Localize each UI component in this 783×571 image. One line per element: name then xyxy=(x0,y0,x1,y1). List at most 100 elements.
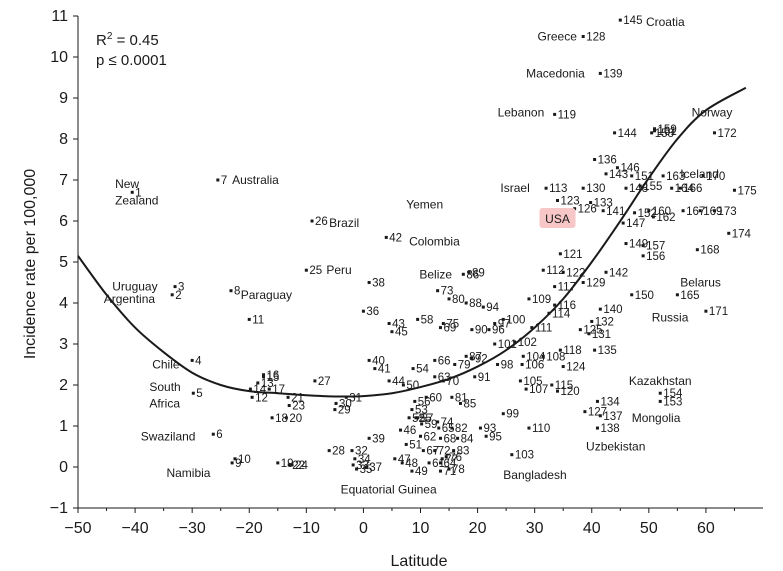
data-point xyxy=(441,379,445,383)
point-id-label: 128 xyxy=(586,32,605,44)
point-id-label: 112 xyxy=(546,265,564,277)
point-id-label: 53 xyxy=(415,405,428,417)
data-point xyxy=(351,463,355,467)
x-tick-label: 60 xyxy=(697,520,715,537)
point-id-label: 28 xyxy=(332,446,345,458)
point-id-label: 9 xyxy=(235,458,241,470)
point-id-label: 91 xyxy=(478,372,491,384)
data-point xyxy=(630,293,634,297)
country-label: New xyxy=(115,177,139,191)
x-tick-label: 0 xyxy=(359,520,368,537)
point-id-label: 38 xyxy=(372,278,385,290)
point-id-label: 45 xyxy=(395,327,408,339)
point-id-label: 18 xyxy=(275,413,288,425)
data-point xyxy=(593,158,597,161)
country-label: Lebanon xyxy=(498,105,545,119)
point-id-label: 108 xyxy=(546,351,565,363)
data-point xyxy=(513,340,517,344)
data-point xyxy=(553,285,557,289)
point-id-label: 90 xyxy=(475,325,488,337)
point-id-label: 154 xyxy=(663,388,683,400)
point-id-label: 13 xyxy=(261,378,274,390)
data-point xyxy=(438,436,442,440)
data-point xyxy=(527,297,531,301)
data-point xyxy=(478,426,482,430)
data-point xyxy=(670,186,674,190)
point-id-label: 33 xyxy=(356,460,369,472)
point-id-label: 148 xyxy=(629,183,648,195)
data-point xyxy=(587,332,591,336)
data-point xyxy=(581,281,585,284)
data-point xyxy=(520,363,524,366)
point-id-label: 61 xyxy=(432,458,445,470)
point-id-label: 171 xyxy=(709,306,728,318)
point-id-label: 130 xyxy=(586,183,605,195)
point-id-label: 107 xyxy=(529,384,548,396)
point-id-label: 88 xyxy=(469,298,482,310)
data-point xyxy=(530,326,534,330)
point-id-label: 94 xyxy=(486,302,499,314)
data-point xyxy=(541,268,545,272)
stats-annotation: R2 = 0.45 p ≤ 0.0001 xyxy=(96,31,167,69)
point-id-label: 15 xyxy=(267,372,280,384)
point-id-label: 37 xyxy=(369,462,382,474)
fit-curve-group xyxy=(77,86,747,398)
data-point xyxy=(647,209,651,213)
point-id-label: 159 xyxy=(658,124,677,136)
point-id-label: 98 xyxy=(501,360,514,372)
data-point xyxy=(248,387,252,391)
point-id-label: 136 xyxy=(598,155,617,167)
country-label: Belarus xyxy=(680,276,721,290)
point-id-label: 150 xyxy=(635,290,654,302)
point-id-label: 78 xyxy=(452,464,465,476)
country-label: Norway xyxy=(692,105,733,119)
point-id-label: 147 xyxy=(626,218,645,230)
data-point xyxy=(653,129,657,133)
point-id-label: 49 xyxy=(415,466,428,478)
data-point xyxy=(558,348,562,352)
country-label: Paraguay xyxy=(241,288,292,302)
data-point xyxy=(256,381,260,385)
data-point xyxy=(470,356,474,360)
data-point xyxy=(593,348,597,352)
point-id-label: 4 xyxy=(195,355,202,367)
data-point xyxy=(470,328,474,332)
data-point xyxy=(436,289,440,293)
country-label: Chile xyxy=(152,358,180,372)
data-point xyxy=(453,363,457,366)
data-point xyxy=(712,131,716,135)
point-id-label: 155 xyxy=(643,181,662,193)
point-id-label: 8 xyxy=(234,286,240,298)
y-tick-label: 10 xyxy=(50,49,68,66)
data-point xyxy=(270,416,274,420)
x-tick-label: −40 xyxy=(122,520,149,537)
data-point xyxy=(427,461,431,465)
data-point xyxy=(651,215,655,219)
data-point xyxy=(334,401,338,405)
data-point xyxy=(447,297,451,301)
data-point xyxy=(484,434,488,438)
data-point xyxy=(527,426,531,430)
data-point xyxy=(541,354,545,358)
point-id-label: 54 xyxy=(416,364,429,376)
data-point xyxy=(438,326,442,330)
point-id-label: 82 xyxy=(455,423,468,435)
point-id-label: 165 xyxy=(680,290,699,302)
y-tick-label: 1 xyxy=(59,418,68,435)
point-id-label: 36 xyxy=(366,306,379,318)
point-id-label: 17 xyxy=(272,384,285,396)
country-label: Macedonia xyxy=(526,66,585,80)
x-tick-label: 50 xyxy=(640,520,658,537)
point-id-label: 122 xyxy=(566,267,585,279)
point-id-label: 11 xyxy=(252,314,264,326)
data-point xyxy=(401,383,405,387)
data-point xyxy=(601,209,605,213)
data-point xyxy=(521,354,525,358)
point-id-label: 140 xyxy=(603,304,622,316)
data-point xyxy=(695,248,699,252)
data-point xyxy=(501,317,505,321)
fit-curve xyxy=(77,86,747,398)
point-id-label: 172 xyxy=(717,128,736,140)
data-point xyxy=(496,363,500,366)
